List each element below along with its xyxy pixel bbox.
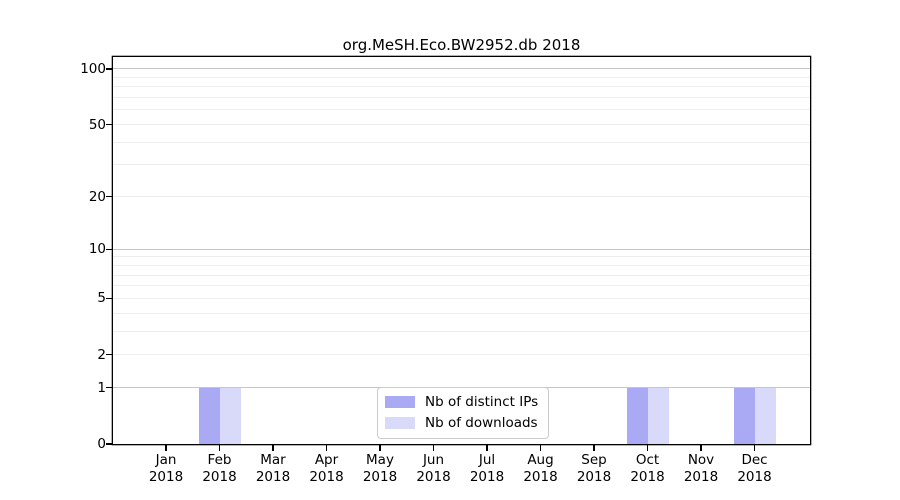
x-tick-label-sep: Sep 2018 [576, 452, 612, 485]
x-tick-label-jul: Jul 2018 [469, 452, 505, 485]
y-tick-mark [106, 354, 113, 356]
bar-nb-of-distinct-ips-feb [198, 387, 220, 444]
legend-swatch-downloads [385, 417, 415, 429]
bar-nb-of-downloads-oct [647, 387, 669, 444]
y-tick-label: 20 [88, 188, 106, 205]
x-tick-mark [539, 445, 542, 451]
bar-nb-of-downloads-feb [219, 387, 241, 444]
x-tick-mark [272, 445, 274, 451]
minor-gridline [113, 312, 810, 314]
y-tick-mark [106, 297, 113, 300]
x-tick-mark [218, 445, 221, 451]
minor-gridline [113, 264, 810, 266]
x-tick-label-apr: Apr 2018 [309, 452, 344, 485]
x-tick-mark [432, 445, 435, 451]
y-tick-mark [106, 387, 113, 389]
minor-gridline [113, 274, 810, 276]
x-tick-label-may: May 2018 [362, 452, 398, 485]
legend-label-distinct-ips: Nb of distinct IPs [425, 394, 539, 410]
legend-item-distinct-ips: Nb of distinct IPs [385, 394, 538, 410]
x-tick-label-nov: Nov 2018 [683, 452, 719, 485]
x-tick-mark [593, 445, 595, 451]
x-tick-mark [700, 445, 702, 451]
x-tick-mark [165, 445, 167, 451]
minor-gridline [113, 124, 810, 125]
minor-gridline [113, 354, 810, 356]
y-tick-mark [106, 195, 113, 198]
x-tick-mark [486, 445, 488, 451]
minor-gridline [113, 164, 810, 166]
x-tick-mark [379, 445, 381, 451]
x-tick-label-jan: Jan 2018 [148, 452, 184, 485]
y-tick-label: 0 [97, 436, 106, 452]
x-tick-label-mar: Mar 2018 [255, 452, 291, 485]
x-tick-label-dec: Dec 2018 [737, 452, 772, 485]
legend: Nb of distinct IPs Nb of downloads [377, 387, 550, 439]
y-tick-label: 2 [97, 346, 106, 363]
chart-title: org.MeSH.Eco.BW2952.db 2018 [342, 36, 581, 54]
minor-gridline [113, 141, 810, 143]
minor-gridline [113, 76, 810, 78]
y-tick-mark [106, 443, 113, 445]
x-tick-label-aug: Aug 2018 [523, 452, 558, 485]
major-gridline [113, 248, 810, 250]
y-tick-label: 50 [88, 116, 106, 133]
bar-nb-of-distinct-ips-oct [626, 387, 648, 444]
minor-gridline [113, 109, 810, 111]
plot-area: Nb of distinct IPs Nb of downloads [113, 57, 810, 444]
x-tick-label-feb: Feb 2018 [202, 452, 237, 485]
x-tick-mark [646, 445, 649, 451]
minor-gridline [113, 256, 810, 258]
minor-gridline [113, 196, 810, 198]
y-tick-mark [106, 68, 113, 70]
y-tick-mark [106, 248, 113, 250]
minor-gridline [113, 285, 810, 287]
y-tick-label: 10 [88, 241, 106, 258]
y-tick-label: 5 [97, 290, 106, 307]
x-tick-label-jun: Jun 2018 [416, 452, 451, 485]
y-tick-mark [106, 123, 113, 126]
minor-gridline [113, 97, 810, 99]
minor-gridline [113, 297, 810, 299]
legend-label-downloads: Nb of downloads [425, 415, 538, 431]
legend-swatch-distinct-ips [385, 396, 415, 408]
minor-gridline [113, 330, 810, 332]
x-tick-mark [325, 445, 328, 451]
y-tick-label: 100 [80, 60, 106, 77]
bar-nb-of-downloads-dec [754, 387, 776, 444]
minor-gridline [113, 86, 810, 88]
legend-item-downloads: Nb of downloads [385, 415, 538, 431]
x-tick-label-oct: Oct 2018 [630, 452, 665, 485]
major-gridline [113, 68, 810, 70]
x-tick-mark [753, 445, 756, 451]
y-tick-label: 1 [97, 379, 106, 396]
bar-nb-of-distinct-ips-dec [733, 387, 755, 444]
